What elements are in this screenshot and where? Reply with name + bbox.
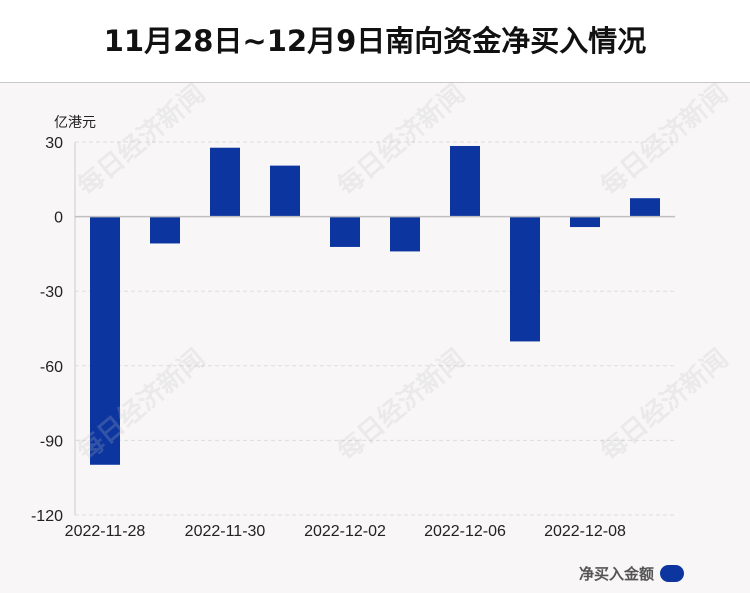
y-tick-label: -60: [40, 359, 63, 376]
y-tick-label: -30: [40, 284, 63, 301]
legend-label: 净买入金额: [578, 564, 654, 583]
bar-2022-12-07[interactable]: [510, 216, 540, 342]
bar-2022-11-30[interactable]: [210, 147, 240, 217]
y-tick-label: 0: [54, 210, 63, 227]
x-tick-label: 2022-12-02: [304, 523, 386, 540]
bar-2022-12-09[interactable]: [630, 198, 660, 217]
header-bar: 11月28日~12月9日南向资金净买入情况: [0, 0, 750, 83]
bar-2022-12-05[interactable]: [390, 216, 420, 252]
x-tick-label: 2022-11-28: [65, 523, 146, 540]
y-tick-label: -120: [31, 508, 63, 525]
legend-swatch: [660, 564, 684, 582]
x-tick-label: 2022-12-08: [544, 523, 626, 540]
bar-2022-12-08[interactable]: [570, 216, 600, 228]
x-tick-label: 2022-11-30: [185, 523, 266, 540]
bar-2022-12-06[interactable]: [450, 145, 480, 217]
chart-title: 11月28日~12月9日南向资金净买入情况: [103, 24, 647, 58]
y-tick-label: -90: [40, 433, 63, 450]
bar-2022-11-29[interactable]: [150, 216, 180, 244]
x-tick-label: 2022-12-06: [424, 523, 506, 540]
bar-2022-12-02[interactable]: [330, 216, 360, 247]
bar-2022-12-01[interactable]: [270, 165, 300, 217]
bar-2022-11-28[interactable]: [90, 216, 120, 465]
legend: 净买入金额: [579, 563, 684, 583]
y-tick-label: 30: [45, 135, 63, 152]
y-axis-unit-label: 亿港元: [54, 115, 96, 131]
